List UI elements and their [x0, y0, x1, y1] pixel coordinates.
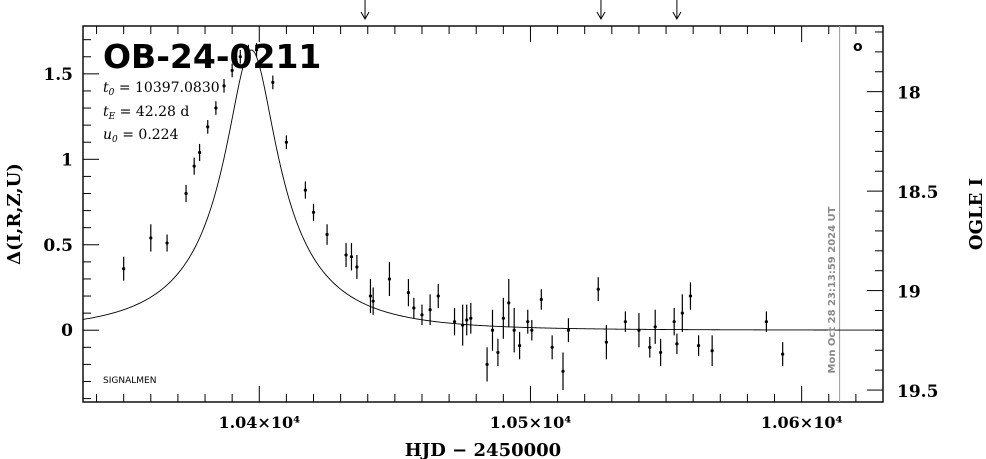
data-point: [512, 328, 516, 332]
data-point: [387, 277, 392, 281]
data-point: [230, 68, 234, 73]
signalmen-label: SIGNALMEN: [103, 376, 156, 386]
param-tE: tE = 42.28 d: [103, 104, 189, 122]
timestamp-label: Mon Oct 28 23:13:59 2024 UT: [827, 206, 838, 373]
data-point: [192, 164, 196, 168]
data-point: [206, 125, 210, 129]
data-point: [246, 50, 251, 54]
y-tick-label-left: 0: [61, 321, 73, 341]
data-point: [344, 253, 348, 257]
data-point: [566, 328, 571, 332]
data-point: [469, 316, 473, 320]
data-point: [303, 188, 307, 192]
plot-frame: [82, 0, 884, 403]
x-tick-label: 1.05×10⁴: [490, 413, 572, 432]
data-point: [675, 342, 679, 346]
model-curve: [82, 49, 883, 331]
data-point: [349, 255, 354, 259]
data-point: [311, 210, 316, 214]
data-point: [653, 325, 657, 329]
data-point: [452, 320, 457, 324]
y-tick-label-right: 19: [897, 283, 921, 303]
data-point: [406, 291, 411, 295]
data-point: [122, 267, 126, 271]
data-point: [696, 344, 701, 348]
data-point: [648, 345, 652, 349]
y-axis-label-left: Δ(I,R,Z,U): [4, 163, 25, 265]
param-t0: t0 = 10397.0830: [103, 80, 220, 98]
legend-symbol: o: [853, 39, 863, 55]
axis-ticks-layer: [83, 26, 884, 402]
y-tick-label-right: 18.5: [897, 183, 938, 203]
y-tick-label-left: 1.5: [43, 65, 73, 85]
data-point: [604, 340, 608, 344]
data-point: [238, 55, 242, 59]
data-point: [271, 80, 275, 84]
data-point: [680, 311, 684, 315]
marker-arrow-head: [596, 11, 606, 21]
x-axis-label: HJD − 2450000: [405, 440, 561, 459]
data-point: [222, 84, 226, 88]
data-point: [550, 345, 554, 349]
axis-labels-layer: 1.04×10⁴ 1.05×10⁴ 1.06×10⁴ 1.5 1 0.5 0 18 18.5 19…: [43, 65, 938, 432]
data-point: [539, 297, 543, 302]
data-point: [526, 320, 530, 324]
data-point: [781, 352, 785, 356]
data-point: [461, 323, 465, 327]
marker-arrow-head: [360, 11, 370, 21]
data-point: [518, 344, 522, 348]
data-point: [436, 294, 440, 298]
data-point: [659, 350, 663, 355]
x-tick-label: 1.04×10⁴: [218, 413, 300, 432]
data-point: [355, 265, 359, 269]
data-points-layer: [122, 43, 785, 391]
data-point: [485, 362, 489, 366]
data-point: [149, 236, 153, 240]
data-point: [530, 328, 534, 332]
marker-arrow-head: [672, 11, 682, 21]
y-axis-label-right: OGLE I: [966, 178, 986, 250]
data-point: [637, 328, 641, 332]
y-tick-label-right: 18: [897, 84, 921, 104]
y-tick-label-left: 1: [61, 150, 73, 170]
data-point: [368, 294, 373, 298]
param-u0: u0 = 0.224: [103, 127, 179, 145]
data-point: [507, 301, 511, 305]
data-point: [214, 106, 218, 110]
chart-title: OB-24-0211: [103, 37, 321, 76]
data-point: [501, 316, 505, 320]
data-point: [254, 48, 259, 52]
data-point: [325, 232, 329, 237]
data-point: [165, 241, 169, 245]
data-point: [710, 349, 714, 353]
data-point: [284, 140, 288, 144]
plot-border: [82, 25, 884, 403]
data-point: [496, 350, 500, 355]
y-tick-label-right: 19.5: [897, 382, 938, 402]
data-point: [465, 318, 469, 322]
data-point: [412, 306, 416, 310]
data-point: [420, 313, 424, 317]
data-point: [184, 191, 188, 196]
x-tick-label: 1.06×10⁴: [761, 413, 843, 432]
y-tick-label-left: 0.5: [43, 236, 73, 256]
model-curve-layer: [82, 49, 883, 331]
data-point: [371, 299, 375, 303]
data-point: [198, 150, 202, 155]
data-point: [688, 294, 693, 298]
data-point: [561, 369, 565, 373]
data-point: [428, 308, 432, 312]
data-point: [490, 328, 495, 332]
data-point: [596, 287, 600, 291]
data-point: [623, 320, 627, 324]
data-point: [672, 320, 676, 324]
data-point: [764, 320, 768, 324]
